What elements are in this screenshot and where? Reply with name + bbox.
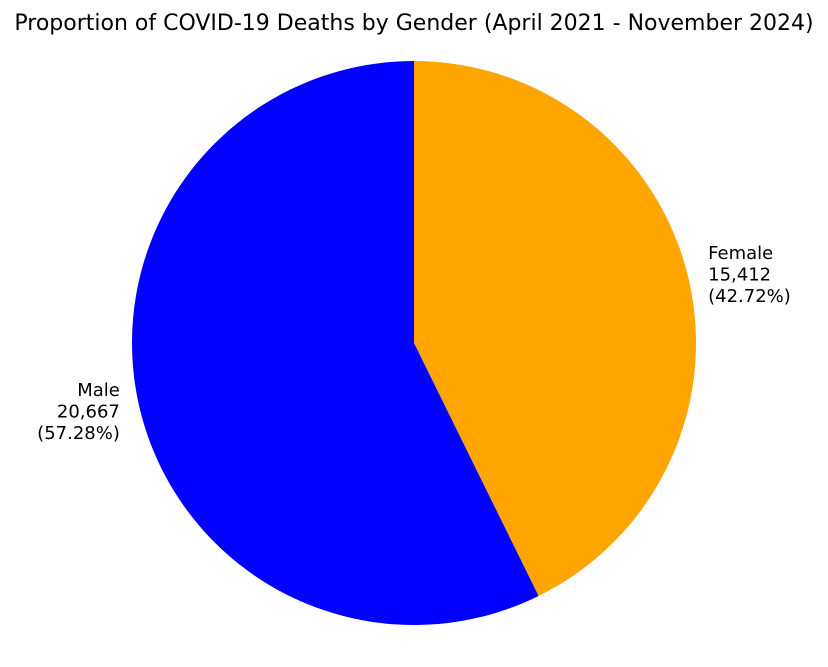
slice-label-percent: (57.28%) — [37, 423, 120, 444]
slice-label-category: Female — [708, 243, 773, 264]
slice-label-female: Female 15,412 (42.72%) — [708, 243, 791, 307]
pie-slice-female — [414, 61, 696, 596]
slice-label-value: 15,412 — [708, 265, 771, 286]
pie-slices — [131, 60, 696, 625]
slice-label-value: 20,667 — [57, 401, 120, 422]
chart-title: Proportion of COVID-19 Deaths by Gender … — [14, 11, 813, 36]
slice-label-category: Male — [77, 380, 120, 401]
pie-labels: Female 15,412 (42.72%) Male 20,667 (57.28%) — [37, 243, 791, 444]
pie-slice-male — [131, 60, 539, 625]
slice-label-percent: (42.72%) — [708, 286, 791, 307]
slice-label-male: Male 20,667 (57.28%) — [37, 380, 120, 444]
